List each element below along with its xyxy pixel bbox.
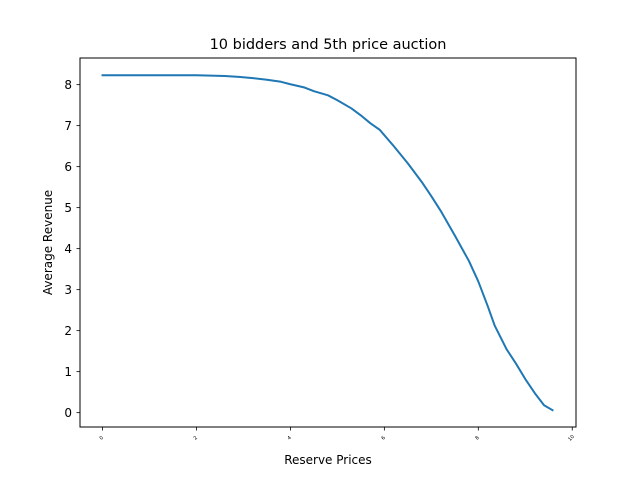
y-axis-ticks: 0 1 2 3 4 5 6 7 8 [64,78,80,420]
plot-area [80,58,576,427]
x-axis-ticks: 0 2 4 6 8 10 [99,427,576,443]
y-tick-label: 4 [64,242,72,256]
x-tick-label: 4 [286,435,292,441]
series-line [101,74,554,412]
x-axis-label: Reserve Prices [284,453,372,467]
x-tick-label: 6 [380,435,386,441]
x-tick-label: 2 [193,435,199,441]
x-tick-label: 10 [567,434,576,443]
y-axis-label: Average Revenue [41,190,55,295]
chart-title: 10 bidders and 5th price auction [210,37,447,53]
y-tick-label: 0 [64,406,72,420]
y-tick-label: 8 [64,78,72,92]
plot-frame [79,57,577,428]
y-tick-label: 1 [64,365,72,379]
x-tick-label: 8 [474,435,480,441]
y-tick-label: 5 [64,201,72,215]
y-tick-label: 2 [64,324,72,338]
y-tick-label: 6 [64,160,72,174]
y-tick-label: 7 [64,119,72,133]
y-tick-label: 3 [64,283,72,297]
x-tick-label: 0 [99,435,105,441]
